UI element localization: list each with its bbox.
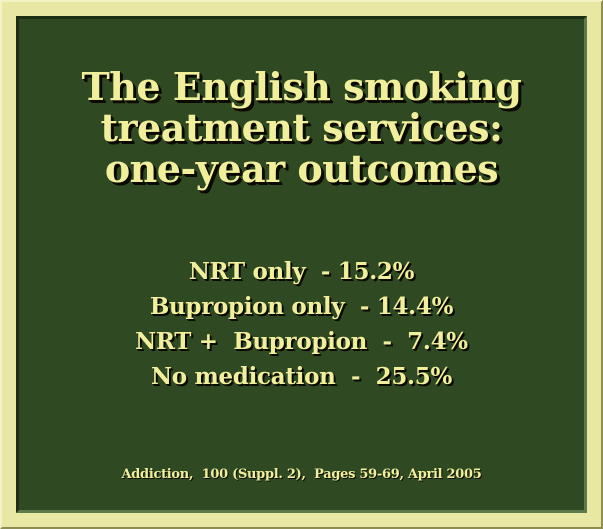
outcome-list: NRT only - 15.2% Bupropion only - 14.4% …	[19, 254, 584, 394]
title-line: The English smoking	[81, 64, 522, 109]
outcome-item-no-medication: No medication - 25.5%	[150, 363, 453, 390]
slide-title: The English smoking treatment services: …	[19, 66, 584, 189]
title-line: one-year outcomes	[104, 146, 499, 191]
outcome-item-nrt-plus-bupropion: NRT + Bupropion - 7.4%	[135, 328, 468, 355]
outcome-item-bupropion-only: Bupropion only - 14.4%	[149, 293, 454, 320]
outcome-item-nrt-only: NRT only - 15.2%	[188, 258, 415, 285]
citation: Addiction, 100 (Suppl. 2), Pages 59-69, …	[121, 467, 482, 482]
title-line: treatment services:	[100, 105, 503, 150]
slide-panel: The English smoking treatment services: …	[16, 16, 587, 513]
